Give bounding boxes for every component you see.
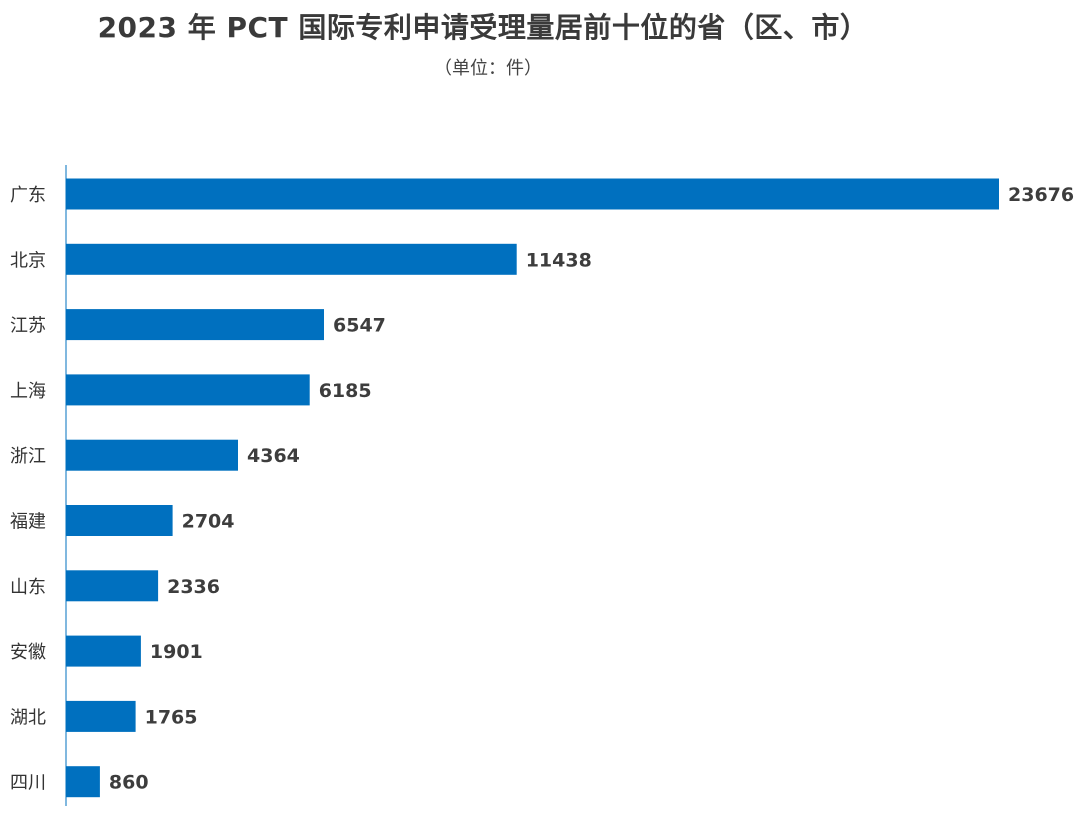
bar-1 (66, 243, 517, 275)
bar-5 (66, 505, 173, 536)
category-label: 安徽 (10, 642, 46, 663)
bar-8 (66, 700, 136, 732)
value-label: 860 (109, 772, 149, 794)
value-label: 2336 (167, 576, 220, 598)
category-label: 上海 (10, 381, 46, 402)
bar-2 (66, 309, 324, 341)
value-label: 11438 (526, 249, 592, 271)
value-label: 4364 (247, 445, 300, 467)
bar-0 (66, 178, 999, 210)
bar-9 (66, 766, 100, 798)
bar-3 (66, 374, 310, 406)
bar-7 (66, 635, 141, 667)
category-label: 湖北 (10, 707, 46, 728)
value-label: 6185 (319, 380, 372, 402)
bar-6 (66, 570, 159, 602)
category-label: 四川 (10, 773, 46, 794)
value-label: 1765 (145, 706, 198, 728)
category-label: 福建 (10, 512, 46, 533)
category-label: 江苏 (10, 316, 46, 337)
value-label: 6547 (333, 315, 386, 337)
bar-group: 广东 23676 北京 11438 江苏 6547 上海 6185 浙江 4364 福建 2704 山东… (10, 178, 1074, 798)
bar-4 (66, 439, 238, 471)
value-label: 23676 (1008, 184, 1074, 206)
value-label: 2704 (182, 511, 235, 533)
chart-subtitle: （单位：件） (434, 58, 542, 79)
category-label: 北京 (10, 250, 46, 271)
chart-title: 2023 年 PCT 国际专利申请受理量居前十位的省（区、市） (97, 11, 869, 44)
category-label: 广东 (10, 185, 46, 206)
category-label: 山东 (10, 577, 46, 598)
category-label: 浙江 (10, 446, 46, 467)
value-label: 1901 (150, 641, 203, 663)
